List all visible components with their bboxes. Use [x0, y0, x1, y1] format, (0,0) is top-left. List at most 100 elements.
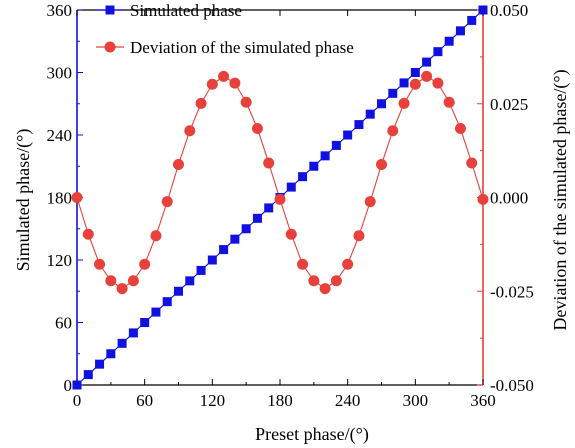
x-tick-label: 120 — [200, 391, 226, 410]
series-point-square — [433, 47, 443, 57]
series-line-1 — [76, 75, 484, 290]
series-point-circle — [206, 78, 218, 90]
series-point-circle — [454, 123, 466, 134]
series-point-circle — [398, 97, 410, 109]
y-tick-label: 240 — [47, 126, 73, 145]
x-tick-label: 0 — [73, 391, 82, 410]
series-point-square — [106, 349, 116, 359]
series-point-square — [95, 359, 105, 369]
y2-tick-label: -0.025 — [490, 282, 534, 301]
series-point-circle — [387, 125, 399, 137]
series-point-circle — [376, 159, 387, 170]
series-point-circle — [116, 283, 128, 295]
series-point-circle — [184, 125, 196, 137]
legend-entry-simulated-phase: Simulated phase — [96, 1, 242, 20]
y2-axis-ticks: -0.050 -0.025 0.000 0.025 0.050 — [477, 1, 534, 395]
series-point-circle — [94, 258, 106, 270]
y-tick-label: 60 — [55, 314, 72, 333]
series-point-circle — [127, 275, 139, 287]
y2-tick-label: -0.050 — [490, 376, 534, 395]
series-point-square — [422, 57, 432, 67]
legend-marker-circle — [104, 41, 116, 53]
legend-label-deviation: Deviation of the simulated phase — [130, 38, 354, 57]
series-point-square — [72, 380, 82, 390]
series-point-circle — [173, 159, 184, 170]
series-point-square — [140, 318, 150, 327]
y2-axis-title: Deviation of the simulated phase/(°) — [550, 69, 571, 330]
series-point-square — [320, 151, 330, 161]
series-point-square — [286, 182, 296, 192]
series-point-circle — [443, 96, 455, 108]
series-point-circle — [274, 193, 286, 205]
series-point-square — [83, 370, 93, 380]
series-point-circle — [251, 123, 263, 134]
series-point-square — [331, 140, 341, 150]
series-point-square — [298, 172, 308, 182]
series-point-circle — [421, 70, 433, 82]
legend-label-simulated-phase: Simulated phase — [130, 1, 242, 20]
series-point-circle — [105, 275, 117, 287]
legend-marker-square — [105, 5, 115, 15]
series-point-square — [264, 203, 274, 213]
series-point-square — [241, 224, 251, 234]
series-point-square — [117, 338, 127, 348]
y2-tick-label: 0.025 — [490, 95, 528, 114]
series-point-circle — [319, 283, 331, 295]
y-tick-label: 0 — [64, 376, 73, 395]
series-point-circle — [477, 193, 489, 205]
series-point-circle — [285, 228, 297, 240]
series-point-square — [185, 276, 195, 286]
series-point-circle — [229, 77, 241, 89]
series-point-square — [219, 245, 229, 255]
legend-entry-deviation: Deviation of the simulated phase — [96, 38, 354, 57]
series-point-square — [196, 265, 206, 275]
series-point-square — [207, 255, 217, 265]
y-tick-label: 300 — [47, 64, 73, 83]
y-axis-title: Simulated phase/(°) — [13, 129, 34, 272]
legend: Simulated phase Deviation of the simulat… — [96, 1, 354, 57]
series-point-circle — [466, 157, 478, 169]
x-tick-label: 60 — [136, 391, 153, 410]
series-point-circle — [82, 228, 94, 240]
y-axis-ticks: 0 60 120 180 240 300 360 — [47, 1, 83, 395]
x-axis-title: Preset phase/(°) — [255, 424, 369, 445]
series-point-circle — [330, 275, 342, 287]
series-point-square — [309, 161, 319, 171]
series-point-square — [455, 26, 465, 36]
series-point-square — [174, 286, 183, 296]
x-tick-label: 360 — [470, 391, 496, 410]
x-tick-label: 180 — [267, 391, 293, 410]
series-point-square — [444, 36, 454, 46]
series-point-circle — [150, 230, 162, 242]
series-point-circle — [161, 196, 173, 208]
x-tick-label: 300 — [403, 391, 429, 410]
series-point-circle — [353, 230, 365, 242]
series-point-square — [410, 68, 420, 77]
series-point-circle — [218, 70, 230, 82]
series-point-circle — [71, 192, 83, 203]
y-tick-label: 360 — [47, 1, 73, 20]
series-point-square — [343, 130, 353, 140]
series-point-circle — [364, 196, 376, 208]
series-point-circle — [432, 77, 444, 89]
series-point-square — [354, 120, 364, 130]
series-point-square — [252, 213, 262, 223]
series-point-square — [388, 88, 398, 98]
series-point-circle — [342, 258, 354, 270]
series-point-square — [128, 328, 138, 338]
series-point-circle — [308, 275, 320, 287]
series-point-circle — [263, 157, 275, 169]
series-point-square — [478, 5, 488, 15]
y2-tick-label: 0.000 — [490, 189, 528, 208]
y-tick-label: 180 — [47, 189, 73, 208]
x-tick-label: 240 — [335, 391, 361, 410]
series-point-circle — [139, 258, 151, 270]
series-point-square — [365, 109, 375, 119]
series-points — [71, 5, 489, 390]
series-point-square — [467, 15, 477, 25]
series-point-square — [230, 234, 240, 244]
series-point-circle — [240, 96, 252, 108]
y-tick-label: 120 — [47, 251, 73, 270]
y2-tick-label: 0.050 — [490, 1, 528, 20]
